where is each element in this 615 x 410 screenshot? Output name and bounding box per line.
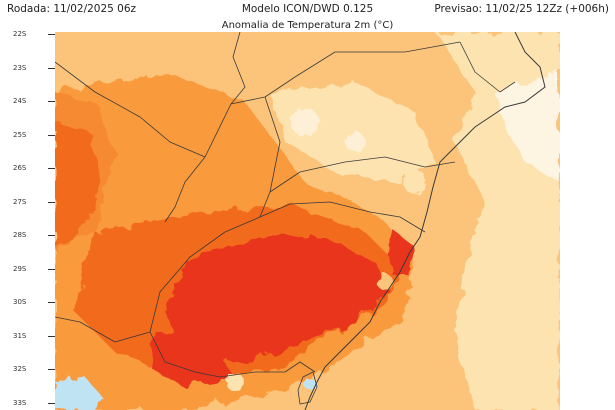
coastline bbox=[304, 32, 546, 410]
latitude-label: 24S bbox=[13, 97, 27, 105]
blank-margin bbox=[560, 32, 615, 410]
pale-spot bbox=[377, 274, 393, 290]
map-header: Rodada: 11/02/2025 06z Modelo ICON/DWD 0… bbox=[0, 0, 615, 31]
border-line bbox=[55, 316, 151, 343]
coastal-extreme-patch bbox=[390, 227, 415, 277]
map-canvas bbox=[55, 32, 560, 410]
latitude-tick bbox=[48, 168, 55, 169]
latitude-tick bbox=[48, 201, 55, 203]
border-line bbox=[164, 156, 206, 223]
run-label: Rodada: 11/02/2025 06z bbox=[7, 3, 137, 15]
latitude-label: 25S bbox=[13, 130, 27, 139]
latitude-tick bbox=[48, 302, 55, 303]
border-line bbox=[259, 201, 426, 233]
southwest-extreme-patch bbox=[150, 332, 235, 387]
border-line bbox=[219, 361, 316, 378]
model-label: Modelo ICON/DWD 0.125 bbox=[241, 3, 374, 15]
border-lines bbox=[55, 32, 516, 378]
border-line bbox=[55, 41, 461, 158]
highland-pale-spot bbox=[291, 108, 319, 136]
pale-spot bbox=[106, 198, 124, 216]
latitude-label: 23S bbox=[13, 63, 27, 72]
latitude-tick bbox=[48, 134, 55, 136]
map-title: Anomalia de Temperatura 2m (°C) bbox=[221, 20, 394, 31]
border-line bbox=[459, 41, 516, 93]
latitude-label: 31S bbox=[13, 331, 27, 340]
latitude-label: 29S bbox=[13, 264, 27, 273]
highland-light-zone bbox=[270, 82, 435, 182]
latitude-label: 26S bbox=[13, 164, 27, 172]
forecast-label: Previsao: 11/02/25 12Zz (+006h) bbox=[434, 3, 609, 15]
extreme-anomaly-core bbox=[165, 237, 390, 362]
latitude-axis: 22S 23S 24S 25S 26S 27S 28S 29S 30S 31S 32S 33S bbox=[0, 30, 55, 410]
latitude-label: 28S bbox=[13, 231, 27, 239]
west-strong-zone bbox=[55, 122, 100, 247]
pale-spot bbox=[226, 373, 244, 391]
cold-anomaly-pocket bbox=[55, 377, 105, 410]
latitude-label: 22S bbox=[13, 30, 27, 38]
highland-pale-spot bbox=[403, 170, 427, 194]
latitude-tick bbox=[48, 67, 55, 69]
lagoon-outline bbox=[297, 371, 318, 405]
latitude-tick bbox=[48, 268, 55, 270]
latitude-tick bbox=[48, 335, 55, 337]
latitude-tick bbox=[48, 235, 55, 236]
border-line bbox=[269, 156, 456, 193]
latitude-label: 27S bbox=[13, 197, 27, 206]
anomaly-map bbox=[55, 32, 560, 410]
latitude-label: 33S bbox=[13, 398, 27, 407]
lagoon-cold-spot bbox=[304, 378, 316, 390]
latitude-label: 32S bbox=[13, 365, 27, 373]
latitude-tick bbox=[48, 369, 55, 370]
coast-pale-zone bbox=[495, 72, 560, 182]
latitude-label: 30S bbox=[13, 298, 27, 306]
border-line bbox=[230, 32, 246, 105]
latitude-tick bbox=[48, 34, 55, 35]
border-line bbox=[149, 96, 281, 378]
highland-pale-spot bbox=[345, 132, 365, 152]
latitude-tick bbox=[48, 101, 55, 102]
latitude-tick bbox=[48, 402, 55, 404]
